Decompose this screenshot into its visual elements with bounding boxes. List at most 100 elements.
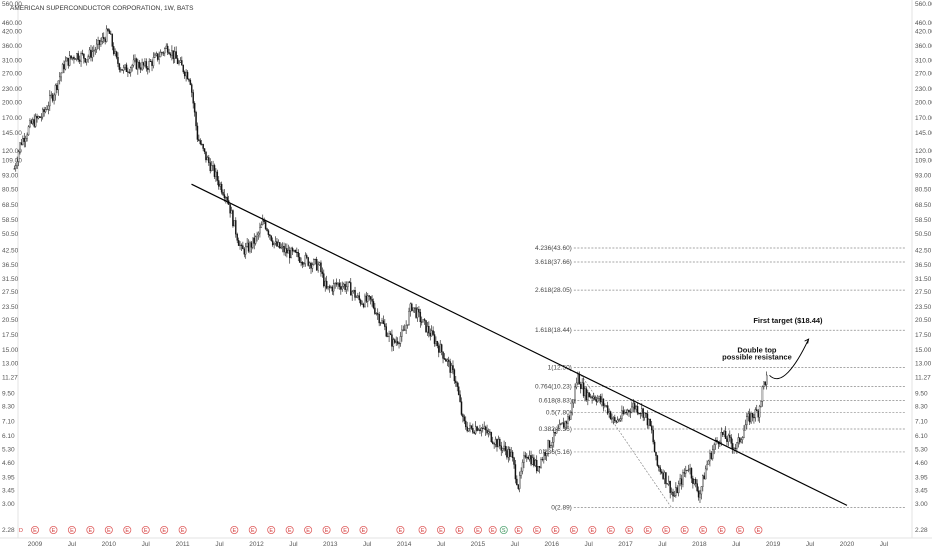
earnings-marker[interactable] [606, 526, 615, 535]
candle-body [179, 60, 182, 63]
candle-body [513, 457, 515, 465]
earnings-marker[interactable] [514, 526, 523, 535]
candle-body [537, 465, 539, 472]
candle-body [645, 412, 647, 414]
left-price-tick: 23.50 [2, 304, 19, 311]
time-tick: 2013 [323, 541, 338, 548]
earnings-marker[interactable] [699, 526, 708, 535]
right-price-tick: 8.30 [915, 404, 928, 411]
candle-body [236, 233, 238, 241]
right-price-tick: 15.00 [915, 347, 932, 354]
drawings[interactable]: First target ($18.44) Double toppossible … [191, 183, 848, 506]
candle-body [174, 51, 176, 59]
left-price-tick: 3.95 [2, 474, 15, 481]
right-price-tick: 109.00 [915, 157, 932, 164]
earnings-marker[interactable] [123, 526, 132, 535]
fib-retracement[interactable]: 4.236(43.60) 3.618(37.66) 2.618(28.05) 1.61… [535, 245, 907, 511]
projection-arrow[interactable] [769, 338, 810, 380]
left-price-tick: 58.50 [2, 217, 19, 224]
candle-body [467, 428, 470, 432]
earnings-marker[interactable] [473, 526, 482, 535]
earnings-marker[interactable] [643, 526, 652, 535]
candle-body [591, 396, 593, 399]
candle-body [443, 358, 446, 360]
candle-body [538, 465, 541, 468]
candle-body [283, 246, 285, 253]
candle-body [145, 61, 148, 69]
earnings-marker[interactable] [418, 526, 427, 535]
candle-body [243, 248, 246, 255]
candle-body [456, 382, 458, 387]
candle-body [183, 71, 186, 77]
candle-body [20, 142, 23, 145]
candle-body [683, 472, 686, 474]
earnings-marker-label: E [362, 528, 366, 534]
earnings-marker[interactable] [717, 526, 726, 535]
candle-body [294, 250, 297, 253]
fib-level-label: 0.236(5.16) [539, 449, 572, 456]
earnings-marker[interactable] [625, 526, 634, 535]
earnings-marker[interactable] [551, 526, 560, 535]
earnings-marker[interactable] [141, 526, 150, 535]
earnings-marker[interactable] [359, 526, 368, 535]
candle-body [562, 422, 565, 428]
candle-body [572, 399, 575, 404]
earnings-marker-label: E [125, 528, 129, 534]
candle-body [359, 299, 362, 305]
candle-body [706, 463, 708, 470]
earnings-marker[interactable] [754, 526, 763, 535]
earnings-marker[interactable] [735, 526, 744, 535]
earnings-marker[interactable] [680, 526, 689, 535]
candle-body [764, 381, 767, 385]
candle-body [53, 94, 55, 101]
candle-body [668, 480, 670, 485]
earnings-marker[interactable] [285, 526, 294, 535]
earnings-marker[interactable] [30, 526, 39, 535]
candle-body [74, 58, 77, 60]
earnings-marker[interactable] [104, 526, 113, 535]
candle-body [571, 402, 573, 414]
right-price-tick: 4.60 [915, 460, 928, 467]
candle-body [199, 140, 202, 145]
earnings-marker[interactable] [267, 526, 276, 535]
earnings-marker[interactable] [488, 526, 497, 535]
candle-body [304, 255, 307, 264]
candle-body [624, 412, 626, 414]
downtrend-line[interactable] [191, 183, 848, 506]
candle-body [139, 67, 142, 70]
earnings-marker[interactable] [322, 526, 331, 535]
candle-body [128, 71, 131, 73]
candle-body [286, 248, 288, 254]
candle-body [429, 332, 431, 337]
candle-body [641, 408, 643, 414]
candle-body [374, 307, 376, 314]
candle-body [34, 115, 37, 127]
candle-body [367, 295, 369, 302]
left-price-tick: 270.00 [2, 71, 22, 78]
earnings-marker[interactable] [178, 526, 187, 535]
earnings-marker[interactable] [160, 526, 169, 535]
earnings-marker[interactable] [455, 526, 464, 535]
earnings-marker[interactable] [662, 526, 671, 535]
earnings-marker[interactable] [396, 526, 405, 535]
candle-body [503, 445, 505, 449]
earnings-marker[interactable] [436, 526, 445, 535]
candle-body [650, 425, 653, 431]
earnings-marker[interactable] [67, 526, 76, 535]
candle-body [350, 282, 352, 296]
left-price-tick: 68.50 [2, 202, 19, 209]
earnings-marker[interactable] [86, 526, 95, 535]
earnings-marker[interactable] [304, 526, 313, 535]
candle-body [158, 56, 160, 60]
earnings-marker[interactable] [49, 526, 58, 535]
earnings-marker[interactable] [569, 526, 578, 535]
earnings-marker[interactable] [248, 526, 257, 535]
earnings-marker[interactable] [341, 526, 350, 535]
earnings-marker[interactable] [588, 526, 597, 535]
candle-body [306, 255, 308, 258]
time-tick: Jul [289, 541, 298, 548]
earnings-marker[interactable] [230, 526, 239, 535]
dividend-marker[interactable] [499, 526, 508, 535]
earnings-marker[interactable] [532, 526, 541, 535]
candle-body [526, 456, 528, 458]
